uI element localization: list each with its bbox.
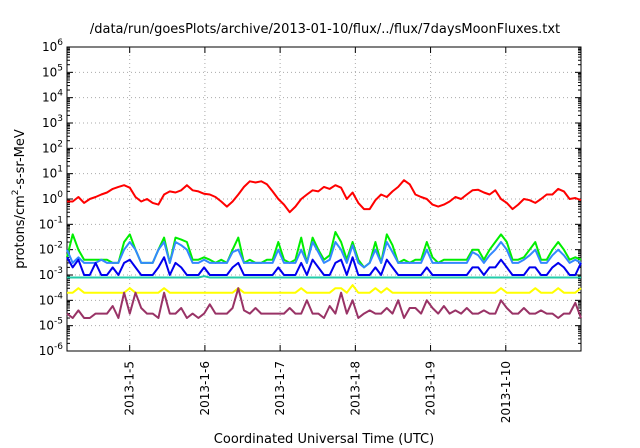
series-line <box>67 179 582 214</box>
y-tick-label: 106 <box>42 38 63 54</box>
series-group <box>66 179 582 319</box>
y-tick-label: 104 <box>42 89 63 105</box>
y-tick-label: 10-6 <box>39 342 64 358</box>
series-line <box>66 241 582 269</box>
y-tick-label: 10-2 <box>39 241 63 257</box>
y-axis: 10-6 10-5 10-4 10-3 10-2 10-1 100 101 102 103 104 1… <box>39 38 581 358</box>
series-line <box>66 287 582 319</box>
x-tick-label: 2013-1-6 <box>198 361 212 415</box>
y-tick-label: 102 <box>42 139 63 155</box>
y-tick-label: 103 <box>42 114 63 130</box>
series-line <box>66 256 582 276</box>
y-tick-label: 10-5 <box>39 317 63 333</box>
y-tick-label: 105 <box>42 63 63 79</box>
y-tick-label: 100 <box>42 190 63 206</box>
x-tick-label: 2013-1-9 <box>424 361 438 415</box>
x-tick-label: 2013-1-10 <box>499 361 513 423</box>
series-line <box>67 284 582 294</box>
x-tick-label: 2013-1-5 <box>123 361 137 415</box>
y-tick-label: 10-3 <box>39 266 63 282</box>
y-tick-label: 10-4 <box>39 291 64 307</box>
y-tick-label: 101 <box>42 165 63 181</box>
chart-title: /data/run/goesPlots/archive/2013-01-10/f… <box>90 22 560 37</box>
series-line <box>67 275 581 279</box>
x-axis-label: Coordinated Universal Time (UTC) <box>214 432 434 447</box>
x-tick-label: 2013-1-8 <box>348 361 362 415</box>
y-axis-label: protons/cm2-s-sr-MeV <box>11 129 28 269</box>
y-tick-label: 10-1 <box>39 215 63 231</box>
x-axis: 2013-1-5 2013-1-6 2013-1-7 2013-1-8 2013-1-9… <box>123 47 513 423</box>
x-tick-label: 2013-1-7 <box>273 361 287 415</box>
